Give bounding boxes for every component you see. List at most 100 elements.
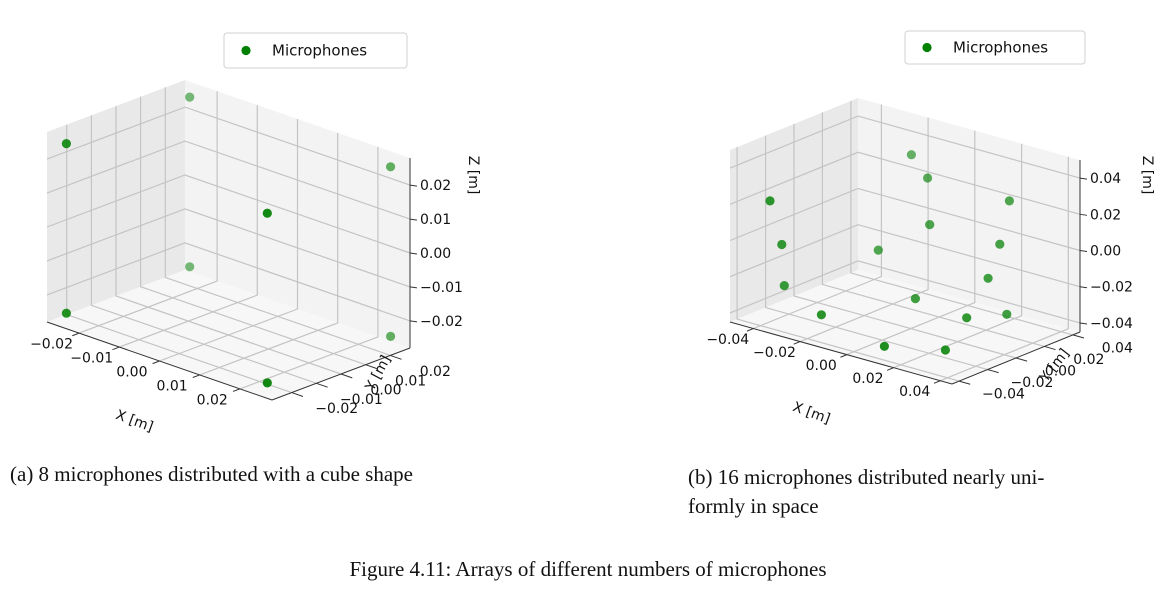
grid-line-y — [90, 115, 317, 384]
microphone-point — [906, 150, 916, 160]
y-tick-label: 0.02 — [420, 364, 451, 380]
y-tick-mark — [291, 392, 304, 397]
grid-line-z — [46, 106, 411, 186]
microphone-point — [940, 345, 950, 355]
y-tick-mark — [1044, 345, 1056, 351]
y-tick-label: −0.01 — [340, 392, 383, 408]
grid-line-y — [140, 96, 366, 366]
y-tick-mark — [390, 354, 402, 360]
x-tick-label: 0.02 — [852, 371, 883, 387]
grid-line-y — [736, 147, 960, 382]
x-tick-label: 0.02 — [197, 392, 228, 408]
y-tick-label: −0.02 — [1011, 375, 1054, 391]
z-tick-label: −0.02 — [420, 314, 463, 330]
scatter-3d-plot-b: −0.04−0.020.000.020.04 −0.04−0.020.000.02… — [706, 30, 1155, 427]
microphone-point — [262, 208, 272, 218]
z-tick-mark — [1079, 322, 1088, 325]
z-tick-mark — [1079, 286, 1088, 289]
microphone-point — [816, 310, 826, 320]
legend-marker — [241, 45, 251, 56]
microphone-point — [879, 341, 889, 351]
legend-label: Microphones — [953, 39, 1048, 57]
legend-marker — [922, 42, 932, 53]
microphone-point — [61, 139, 71, 149]
grid-line-y — [765, 135, 988, 371]
y-tick-mark — [1072, 334, 1085, 339]
microphone-point — [777, 239, 787, 250]
grid-line-z — [729, 187, 1081, 252]
grid-line-y — [115, 106, 342, 375]
microphone-point — [962, 313, 972, 323]
z-tick-label: 0.00 — [1090, 244, 1121, 260]
grid-line-z — [729, 260, 1081, 324]
microphone-point — [983, 273, 993, 283]
y-tick-label: 0.00 — [1045, 363, 1076, 379]
x-tick-mark — [886, 367, 894, 371]
y-tick-mark — [1015, 357, 1028, 362]
grid-line-z — [729, 115, 1081, 179]
x-tick-label: −0.01 — [70, 350, 113, 366]
z-tick-label: −0.01 — [420, 280, 463, 296]
y-tick-label: 0.02 — [1073, 352, 1104, 368]
x-axis-label: X [m] — [113, 407, 155, 435]
z-tick-label: 0.02 — [420, 178, 451, 194]
z-tick-mark — [1079, 250, 1088, 253]
x-tick-label: 0.04 — [899, 384, 930, 400]
microphone-point — [262, 378, 272, 388]
y-tick-label: 0.00 — [370, 383, 401, 399]
x-tick-mark — [112, 346, 120, 351]
microphone-point — [995, 239, 1005, 249]
x-tick-mark — [72, 332, 80, 337]
grid-line-x — [753, 104, 882, 330]
x-tick-mark — [746, 328, 754, 332]
grid-line-z — [46, 208, 411, 288]
grid-line-x — [199, 132, 339, 376]
y-tick-mark — [987, 369, 999, 374]
microphone-point — [923, 173, 933, 183]
z-axis-label: Z [m] — [465, 156, 481, 195]
grid-line-x — [239, 146, 379, 390]
x-tick-label: 0.00 — [116, 364, 147, 380]
y-tick-mark — [316, 382, 328, 388]
x-tick-mark — [933, 380, 941, 384]
z-tick-mark — [1079, 177, 1088, 180]
x-tick-label: −0.02 — [753, 345, 796, 361]
grid-line-y — [164, 87, 391, 356]
z-tick-mark — [409, 286, 418, 289]
y-tick-label: 0.01 — [395, 373, 426, 389]
grid-line-x — [846, 130, 976, 356]
grid-line-z — [46, 140, 411, 220]
x-tick-label: 0.00 — [806, 358, 837, 374]
x-tick-mark — [192, 374, 200, 378]
z-tick-mark — [409, 320, 418, 323]
y-tick-label: −0.02 — [315, 401, 358, 417]
grid-line-z — [46, 174, 411, 254]
microphone-point — [925, 220, 935, 230]
z-tick-mark — [409, 184, 418, 187]
legend-label: Microphones — [272, 42, 367, 60]
legend-box — [223, 32, 408, 69]
microphone-point — [1002, 309, 1012, 319]
z-axis-label: Z [m] — [1139, 156, 1155, 195]
subplot-a-caption: (a) 8 microphones distributed with a cub… — [10, 462, 413, 486]
x-tick-mark — [232, 388, 241, 392]
x-tick-mark — [840, 354, 848, 358]
x-tick-label: −0.04 — [706, 332, 749, 348]
grid-line-x — [78, 91, 218, 334]
x-tick-label: 0.01 — [156, 378, 187, 394]
x-tick-label: −0.02 — [30, 337, 73, 353]
microphone-point — [779, 281, 789, 291]
grid-line-x — [119, 105, 258, 348]
subplot-b: −0.04 −0.02 0.00 0.02 0.04 −0.04 −0.02 0.00 0.02… — [590, 0, 1176, 530]
x-tick-mark — [793, 341, 801, 345]
figure-caption: Figure 4.11: Arrays of different numbers… — [349, 557, 827, 581]
z-tick-label: −0.04 — [1090, 316, 1133, 332]
y-tick-label: 0.04 — [1102, 340, 1133, 356]
legend-box — [904, 30, 1086, 65]
microphone-point — [386, 331, 396, 341]
z-tick-label: −0.02 — [1090, 280, 1133, 296]
z-tick-label: 0.00 — [420, 246, 451, 262]
microphone-point — [1004, 196, 1014, 206]
x-axis-label: X [m] — [790, 399, 832, 427]
z-tick-label: 0.04 — [1090, 171, 1121, 187]
